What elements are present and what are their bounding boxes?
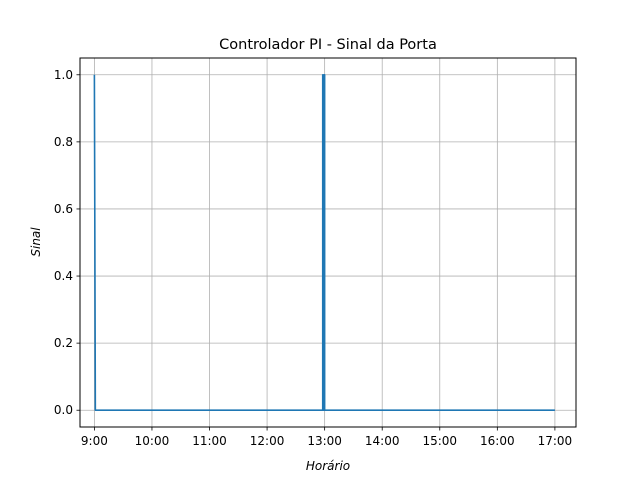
y-axis-label: Sinal [29, 227, 43, 257]
series-group [93, 73, 555, 412]
x-tick-label: 15:00 [422, 434, 457, 448]
x-axis: 9:00 10:00 11:00 12:00 13:00 14:00 15:00 16:00 1… [81, 427, 572, 448]
series-line-0 [93, 73, 555, 412]
chart-title: Controlador PI - Sinal da Porta [219, 37, 437, 53]
x-tick-label: 14:00 [365, 434, 400, 448]
y-tick-label: 0.4 [54, 269, 73, 283]
x-tick-label: 10:00 [135, 434, 170, 448]
y-tick-label: 0.6 [54, 202, 73, 216]
y-tick-label: 0.0 [54, 403, 73, 417]
x-tick-label: 11:00 [192, 434, 227, 448]
plot-frame [79, 57, 577, 428]
x-tick-label: 17:00 [538, 434, 573, 448]
x-tick-label: 9:00 [81, 434, 108, 448]
x-axis-label: Horário [306, 459, 350, 473]
x-tick-label: 12:00 [250, 434, 285, 448]
y-tick-label: 0.8 [54, 135, 73, 149]
y-tick-label: 1.0 [54, 68, 73, 82]
y-axis: 0.0 0.2 0.4 0.6 0.8 1.0 [54, 68, 80, 417]
x-tick-label: 13:00 [307, 434, 342, 448]
y-tick-label: 0.2 [54, 336, 73, 350]
x-tick-label: 16:00 [480, 434, 515, 448]
